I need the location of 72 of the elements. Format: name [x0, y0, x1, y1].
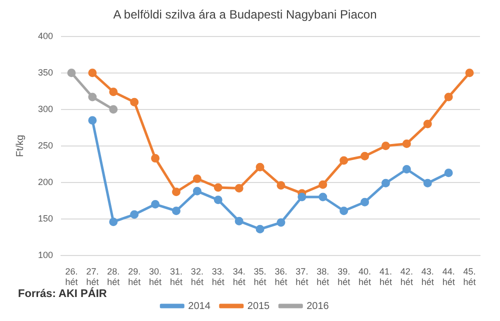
point: [130, 98, 139, 106]
point: [381, 178, 390, 188]
y-axis-title: Ft/kg: [14, 134, 26, 158]
legend-label: 2014: [188, 300, 211, 312]
y-tick-label: 200: [38, 176, 54, 187]
point: [214, 196, 222, 204]
point: [444, 92, 453, 102]
point: [234, 216, 244, 226]
y-tick-label: 150: [38, 213, 54, 224]
point: [276, 181, 286, 190]
x-tick-label: 29. hét: [128, 266, 142, 288]
x-tick-label: 35. hét: [254, 266, 267, 288]
legend-label: 2015: [247, 300, 270, 312]
chart-title: A belföldi szilva ára a Budapesti Nagybani Piacon: [113, 8, 377, 22]
point: [318, 192, 328, 202]
point: [276, 218, 286, 227]
point: [172, 188, 180, 196]
x-tick-label: 36. hét: [274, 266, 288, 288]
point: [381, 142, 390, 150]
point: [192, 174, 202, 183]
point: [444, 168, 453, 178]
x-tick-label: 32. hét: [190, 266, 204, 288]
point: [318, 180, 328, 189]
x-tick-label: 44. hét: [442, 266, 456, 288]
x-tick-label: 42. hét: [400, 266, 414, 288]
point: [172, 206, 180, 216]
x-tick-label: 34. hét: [232, 266, 246, 288]
x-tick-label: 31. hét: [170, 266, 183, 288]
text: Forrás: AKI PÁIR: [18, 288, 107, 300]
point: [192, 186, 202, 196]
y-tick-label: 300: [38, 104, 54, 114]
point: [360, 198, 370, 206]
x-tick-label: 37. hét: [296, 266, 309, 288]
point: [130, 210, 139, 219]
point: [109, 88, 118, 96]
point: [340, 156, 348, 165]
x-tick-label: 38. hét: [316, 266, 330, 288]
point: [88, 92, 97, 102]
point: [151, 200, 160, 209]
y-tick-label: 400: [38, 30, 54, 41]
point: [298, 192, 306, 202]
point: [151, 154, 160, 163]
point: [360, 152, 370, 160]
x-tick-label: 41. hét: [379, 266, 392, 288]
x-tick-label: 45. hét: [463, 266, 476, 288]
x-tick-label: 33. hét: [212, 266, 225, 288]
y-tick-label: 350: [38, 67, 54, 78]
point: [256, 162, 264, 172]
point: [423, 178, 432, 188]
point: [88, 68, 97, 78]
point: [234, 184, 244, 192]
point: [67, 68, 76, 78]
y-tick-label: 100: [38, 250, 54, 260]
x-tick-label: 26. hét: [65, 266, 78, 288]
legend-label: 2016: [306, 300, 330, 312]
x-tick-label: 40. hét: [358, 266, 372, 288]
x-tick-label: 28. hét: [107, 266, 120, 288]
point: [214, 183, 222, 192]
point: [340, 206, 348, 216]
point: [465, 68, 474, 78]
point: [109, 105, 118, 114]
point: [88, 116, 97, 125]
point: [423, 120, 432, 128]
x-tick-label: 27. hét: [86, 266, 100, 288]
point: [402, 139, 411, 148]
point: [109, 218, 118, 226]
x-tick-label: 30. hét: [149, 266, 162, 288]
x-tick-label: 43. hét: [421, 266, 434, 288]
y-tick-label: 250: [38, 140, 54, 150]
point: [402, 165, 411, 174]
x-tick-label: 39. hét: [338, 266, 351, 288]
point: [256, 224, 264, 234]
